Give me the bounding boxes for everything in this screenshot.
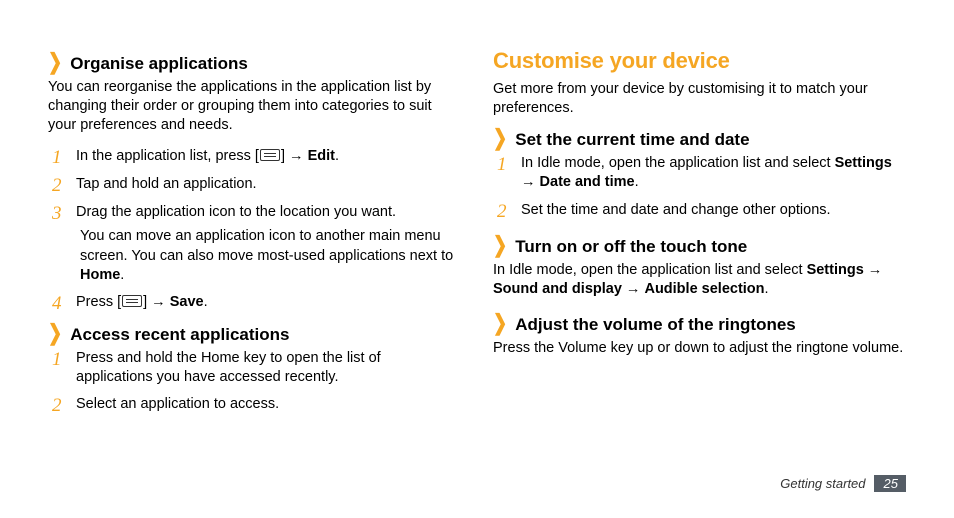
heading-text: Adjust the volume of the ringtones [515,315,796,335]
heading-touch-tone: ❯ Turn on or off the touch tone [493,237,906,257]
page-number-badge: 25 [874,475,906,492]
step-item: 1 In the application list, press [] → Edi… [52,147,461,167]
step-text: Select an application to access. [76,395,461,414]
step-item: 2 Tap and hold an application. [52,175,461,195]
section-title: Customise your device [493,48,906,74]
heading-access-recent: ❯ Access recent applications [48,325,461,345]
step-text: In Idle mode, open the application list … [521,154,906,192]
step-item: 1 In Idle mode, open the application list… [497,154,906,192]
heading-adjust-volume: ❯ Adjust the volume of the ringtones [493,315,906,335]
menu-icon [260,149,280,161]
time-steps: 1 In Idle mode, open the application list… [493,154,906,220]
step-number: 2 [52,175,66,195]
step-item: 3 Drag the application icon to the locati… [52,203,461,223]
organise-steps: 1 In the application list, press [] → Edi… [48,147,461,312]
footer-section-label: Getting started [780,476,865,491]
step-subtext: You can move an application icon to anot… [80,227,461,284]
heading-organise-applications: ❯ Organise applications [48,54,461,74]
right-column: Customise your device Get more from your… [493,48,906,423]
heading-set-time: ❯ Set the current time and date [493,130,906,150]
step-number: 2 [497,201,511,221]
step-text: Drag the application icon to the locatio… [76,203,461,222]
chevron-icon: ❯ [48,50,62,76]
heading-text: Access recent applications [70,325,289,345]
heading-text: Turn on or off the touch tone [515,237,747,257]
step-number: 1 [497,154,511,174]
organise-intro: You can reorganise the applications in t… [48,78,461,135]
step-number: 3 [52,203,66,223]
page-footer: Getting started 25 [780,475,906,492]
step-number: 4 [52,293,66,313]
step-item: 1 Press and hold the Home key to open the… [52,349,461,387]
step-number: 1 [52,147,66,167]
customise-intro: Get more from your device by customising… [493,80,906,118]
step-item: 2 Set the time and date and change other … [497,201,906,221]
step-item: 2 Select an application to access. [52,395,461,415]
chevron-icon: ❯ [493,232,507,258]
step-text: Set the time and date and change other o… [521,201,906,220]
recent-steps: 1 Press and hold the Home key to open the… [48,349,461,415]
step-text: Press and hold the Home key to open the … [76,349,461,387]
step-text: Press [] → Save. [76,293,461,312]
chevron-icon: ❯ [493,310,507,336]
step-text: In the application list, press [] → Edit… [76,147,461,166]
menu-icon [122,295,142,307]
heading-text: Organise applications [70,54,248,74]
step-number: 1 [52,349,66,369]
page-content: ❯ Organise applications You can reorgani… [0,0,954,423]
left-column: ❯ Organise applications You can reorgani… [48,48,461,423]
chevron-icon: ❯ [48,320,62,346]
chevron-icon: ❯ [493,126,507,152]
step-number: 2 [52,395,66,415]
heading-text: Set the current time and date [515,130,749,150]
step-item: 4 Press [] → Save. [52,293,461,313]
step-text: Tap and hold an application. [76,175,461,194]
adjust-volume-body: Press the Volume key up or down to adjus… [493,339,906,358]
touch-tone-body: In Idle mode, open the application list … [493,261,906,299]
